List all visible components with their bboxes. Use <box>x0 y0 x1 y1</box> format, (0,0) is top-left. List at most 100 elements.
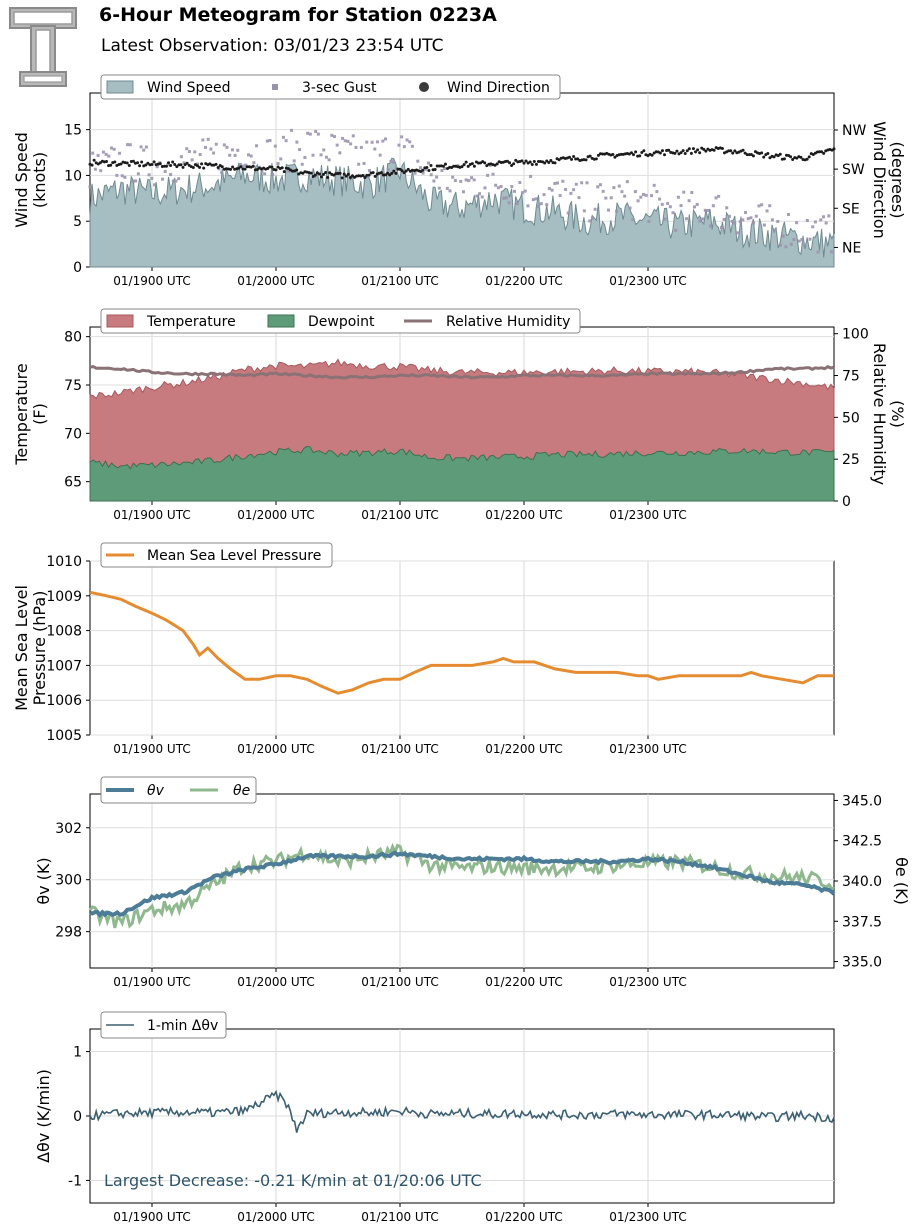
wind-direction-point <box>198 165 202 169</box>
gust-point <box>572 188 576 192</box>
wind-direction-point <box>348 175 352 179</box>
y-tick-label-pressure: 1010 <box>46 554 82 570</box>
wind-direction-point <box>743 151 747 155</box>
gust-point <box>819 218 823 222</box>
gust-point <box>475 194 479 198</box>
wind-direction-point <box>243 167 247 171</box>
y-axis-label-dtheta: Δθv (K/min) <box>34 1069 53 1163</box>
gust-point <box>451 175 455 179</box>
gust-point <box>741 218 745 222</box>
wind-direction-point <box>462 163 466 167</box>
gust-point <box>276 162 280 166</box>
x-tick-label-dtheta: 01/1900 UTC <box>113 1210 190 1224</box>
wind-direction-point <box>613 155 617 159</box>
gust-point <box>722 217 726 221</box>
gust-point <box>776 219 780 223</box>
gust-point <box>585 181 589 185</box>
gust-point <box>770 218 774 222</box>
x-tick-label-wind: 01/2000 UTC <box>237 274 314 288</box>
wind-direction-point <box>512 162 516 166</box>
x-tick-label-dtheta: 01/2200 UTC <box>485 1210 562 1224</box>
wind-direction-point <box>634 150 638 154</box>
gust-point <box>523 189 527 193</box>
gust-point <box>496 186 500 190</box>
wind-direction-point <box>567 155 571 159</box>
gust-point <box>427 161 431 165</box>
gust-point <box>212 151 216 155</box>
wind-direction-point <box>741 148 745 152</box>
gust-point <box>666 201 670 205</box>
gust-point <box>136 172 140 176</box>
gust-point <box>695 202 699 206</box>
gust-point <box>593 207 597 211</box>
x-tick-label-pressure: 01/2100 UTC <box>361 742 438 756</box>
wind-direction-point <box>505 159 509 163</box>
gust-point <box>470 176 474 180</box>
gust-point <box>480 195 484 199</box>
gust-point <box>467 179 471 183</box>
wind-direction-point <box>805 157 809 161</box>
gust-point <box>590 216 594 220</box>
gust-point <box>370 140 374 144</box>
y2-tick-label-wind: NE <box>842 240 861 256</box>
x-tick-label-temperature: 01/2100 UTC <box>361 508 438 522</box>
gust-point <box>408 140 412 144</box>
gust-point <box>658 197 662 201</box>
wind-direction-point <box>131 159 135 163</box>
legend-theta <box>100 776 257 804</box>
gust-point <box>510 185 514 189</box>
y-axis-label-wind: Wind Speed <box>12 132 31 227</box>
gust-point <box>424 167 428 171</box>
gust-point <box>620 190 624 194</box>
y-tick-label-theta: 300 <box>55 873 82 889</box>
wind-direction-point <box>712 148 716 152</box>
wind-direction-point <box>384 173 388 177</box>
gust-point <box>255 144 259 148</box>
wind-direction-point <box>691 147 695 151</box>
wind-direction-point <box>638 154 642 158</box>
wind-direction-point <box>611 152 615 156</box>
wind-direction-point <box>274 168 278 172</box>
gust-point <box>459 179 463 183</box>
gust-point <box>787 213 791 217</box>
gust-point <box>744 211 748 215</box>
legend-label-gust: 3-sec Gust <box>302 80 377 96</box>
wind-direction-point <box>280 166 284 170</box>
legend-swatch-direction <box>419 82 429 92</box>
gust-point <box>238 163 242 167</box>
page-subtitle: Latest Observation: 03/01/23 23:54 UTC <box>101 36 444 56</box>
gust-point <box>792 238 796 242</box>
y-tick-label-temperature: 70 <box>64 426 82 442</box>
wind-direction-point <box>276 165 280 169</box>
legend-swatch-wind-speed <box>106 80 134 94</box>
gust-point <box>778 243 782 247</box>
legend-label-theta-e: θe <box>233 783 250 799</box>
gust-point <box>91 151 95 155</box>
wind-direction-point <box>679 151 683 155</box>
university-logo <box>9 7 77 87</box>
gust-point <box>461 190 465 194</box>
gust-point <box>671 211 675 215</box>
gust-point <box>263 172 267 176</box>
wind-direction-point <box>350 174 354 178</box>
wind-direction-point <box>119 162 123 166</box>
gust-point <box>639 195 643 199</box>
gust-point <box>163 169 167 173</box>
y-axis-label-theta-v: θv (K) <box>34 857 53 904</box>
wind-direction-point <box>402 171 406 175</box>
gust-point <box>561 179 565 183</box>
gust-point <box>142 148 146 152</box>
gust-point <box>615 209 619 213</box>
x-tick-label-temperature: 01/2000 UTC <box>237 508 314 522</box>
gust-point <box>719 226 723 230</box>
gust-point <box>375 140 379 144</box>
wind-direction-point <box>158 162 162 166</box>
y-tick-label-wind: 15 <box>64 123 82 139</box>
wind-direction-point <box>113 160 117 164</box>
wind-direction-point <box>379 171 383 175</box>
gust-point <box>453 179 457 183</box>
x-tick-label-dtheta: 01/2000 UTC <box>237 1210 314 1224</box>
dewpoint-area <box>89 445 835 502</box>
theta-v-line <box>89 850 836 918</box>
legend-label-pressure: Mean Sea Level Pressure <box>147 548 321 564</box>
